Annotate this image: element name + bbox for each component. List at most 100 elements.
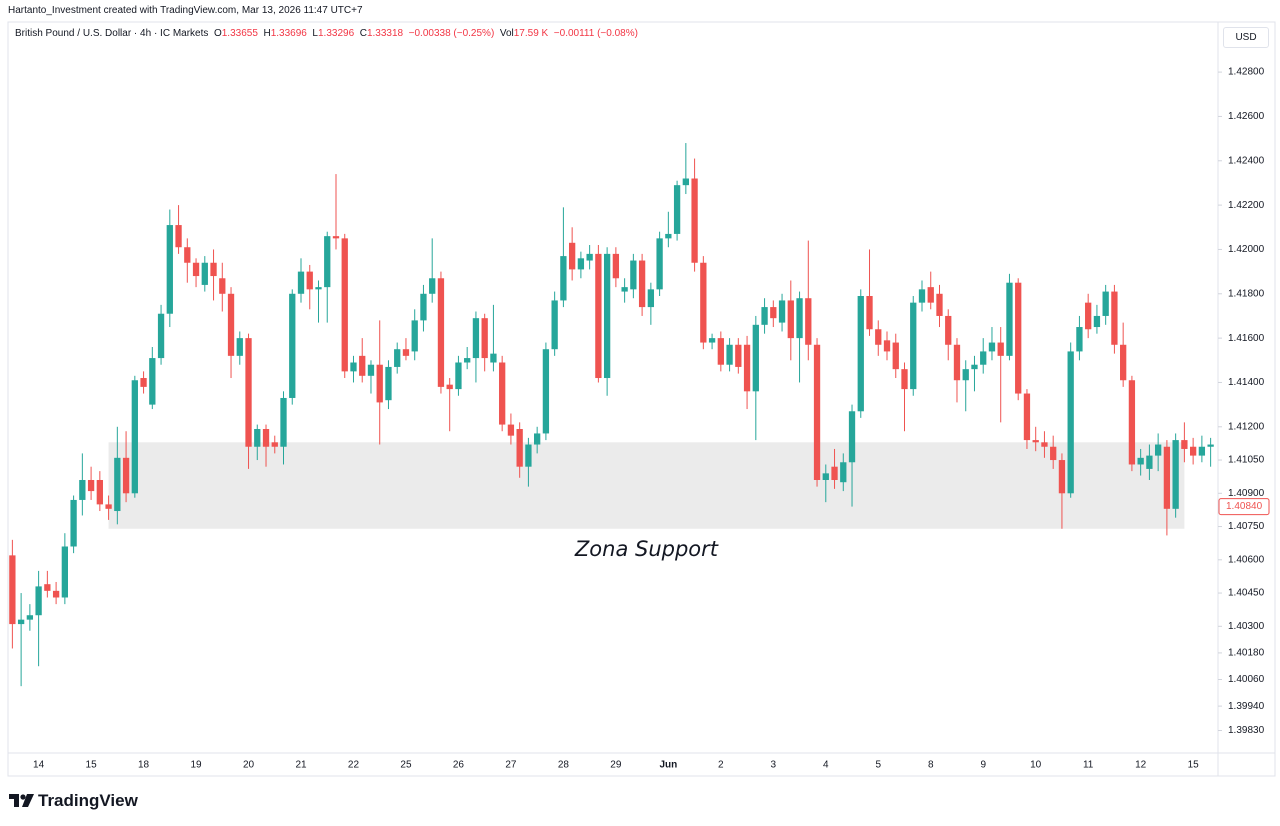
x-tick-label: 9	[980, 760, 986, 771]
candle-body	[79, 479, 86, 500]
candle-body	[1163, 446, 1171, 509]
x-tick-label: 28	[558, 760, 570, 771]
candle-body	[1189, 446, 1197, 456]
candle-body	[17, 619, 25, 625]
brand-logo	[9, 794, 34, 807]
ohlc-label: C	[359, 28, 367, 39]
candle-body	[673, 185, 681, 234]
candle-body	[665, 233, 672, 239]
candle-body	[420, 293, 427, 321]
candle-body	[385, 366, 392, 401]
y-tick-label: 1.42000	[1228, 244, 1265, 255]
candle-body	[472, 318, 480, 359]
x-tick-label: 11	[1083, 760, 1094, 771]
candle-body	[682, 178, 689, 186]
y-tick-label: 1.41600	[1228, 333, 1265, 344]
candle-body	[551, 300, 558, 350]
candle-body	[1128, 380, 1136, 465]
ohlc-label: H	[263, 28, 271, 39]
candle-body	[1111, 291, 1118, 345]
ohlc-value: 1.33696	[270, 28, 307, 39]
candle-body	[980, 351, 987, 365]
x-tick-label: 20	[243, 760, 255, 771]
candle-body	[61, 546, 69, 598]
candle-body	[953, 344, 961, 381]
candle-body	[332, 236, 340, 239]
candle-body	[586, 253, 593, 261]
candle-body	[1120, 344, 1127, 381]
x-tick-label: 15	[86, 760, 98, 771]
x-tick-label: 4	[823, 760, 829, 771]
candle-body	[945, 315, 952, 345]
x-tick-label: 10	[1030, 760, 1042, 771]
candle-body	[52, 590, 60, 598]
currency-button[interactable]: USD	[1223, 27, 1269, 48]
candle-body	[595, 253, 602, 379]
candle-body	[1006, 282, 1013, 356]
candle-body	[166, 225, 173, 314]
candle-body	[1198, 446, 1206, 456]
candle-body	[577, 258, 585, 270]
y-tick-label: 1.42400	[1228, 155, 1265, 166]
candle-body	[411, 320, 418, 352]
candle-body	[376, 364, 383, 403]
brand: TradingView	[38, 791, 138, 810]
symbol-legend: British Pound / U.S. Dollar · 4h · IC Ma…	[15, 28, 638, 39]
candle-body	[70, 499, 77, 547]
x-tick-label: 15	[1188, 760, 1200, 771]
y-tick-label: 1.41050	[1228, 455, 1265, 466]
y-tick-label: 1.42600	[1228, 111, 1265, 122]
x-tick-label: 22	[348, 760, 360, 771]
candle-body	[621, 287, 628, 292]
ohlc-label: O	[213, 28, 222, 39]
x-tick-label: 14	[33, 760, 45, 771]
candle-body	[464, 358, 471, 363]
chart-frame	[7, 21, 1276, 777]
x-tick-label: 3	[771, 760, 777, 771]
candle-body	[761, 307, 768, 325]
candle-body	[271, 442, 278, 447]
y-tick-label: 1.40060	[1228, 674, 1265, 685]
candle-body	[44, 584, 51, 591]
candle-body	[796, 298, 803, 339]
candle-body	[394, 349, 401, 367]
candle-body	[962, 369, 969, 381]
y-tick-label: 1.40300	[1228, 621, 1265, 632]
candle-body	[656, 238, 663, 290]
candle-body	[455, 362, 462, 390]
zone-label: Zona Support	[574, 537, 719, 561]
y-tick-label: 1.39830	[1228, 725, 1265, 736]
candle-body	[708, 338, 716, 343]
candle-body	[700, 262, 707, 343]
x-tick-label: 26	[453, 760, 465, 771]
ohlc-value: 1.33655	[221, 28, 258, 39]
candle-body	[324, 236, 331, 288]
volume-change: −0.00111 (−0.08%)	[553, 28, 638, 39]
candle-body	[875, 329, 882, 345]
y-tick-label: 1.41400	[1228, 377, 1265, 388]
candle-body	[367, 364, 375, 376]
candle-body	[857, 295, 864, 412]
candle-body	[647, 289, 655, 308]
ohlc-value: 1.33318	[366, 28, 404, 39]
candle-body	[26, 615, 34, 620]
candle-body	[1058, 460, 1066, 494]
candle-body	[306, 271, 313, 290]
candle-body	[927, 287, 934, 303]
candle-body	[918, 289, 926, 303]
candle-body	[280, 397, 287, 447]
candle-body	[1050, 446, 1057, 461]
candle-body	[1137, 457, 1144, 465]
candle-body	[542, 349, 550, 434]
candle-body	[499, 362, 506, 425]
candle-body	[813, 344, 821, 480]
candle-body	[988, 342, 996, 352]
candle-body	[1085, 302, 1092, 330]
candle-body	[9, 555, 16, 625]
x-tick-label: 27	[505, 760, 517, 771]
x-tick-label: 19	[190, 760, 202, 771]
candle-body	[1032, 440, 1039, 443]
candle-body	[1102, 291, 1109, 316]
candle-body	[210, 262, 217, 277]
